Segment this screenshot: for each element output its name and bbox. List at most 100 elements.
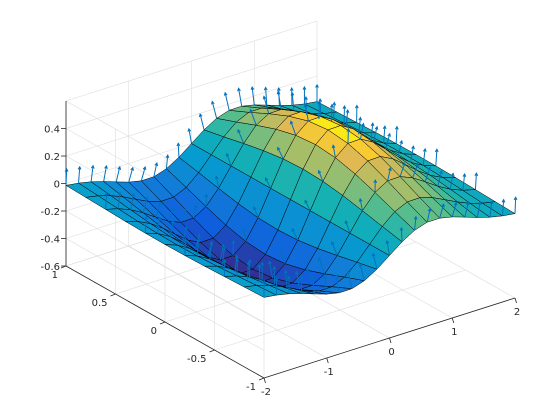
normal-shaft xyxy=(489,201,493,218)
normal-arrow-6-2 xyxy=(295,270,301,290)
normal-shaft xyxy=(130,193,135,210)
normal-arrow-8-0 xyxy=(358,262,365,281)
x-tick-label-1: -1 xyxy=(324,367,334,378)
normal-head xyxy=(262,279,266,284)
normal-head xyxy=(306,266,310,271)
normal-shaft xyxy=(476,201,481,218)
normal-shaft xyxy=(226,153,232,167)
normal-arrow-11-8 xyxy=(237,128,245,144)
normal-arrow-9-10 xyxy=(176,142,181,158)
normal-head xyxy=(165,154,170,159)
normal-head xyxy=(370,122,375,127)
normal-arrow-18-4 xyxy=(410,145,415,163)
normal-head xyxy=(144,196,149,201)
surface-patch-19-0 xyxy=(482,201,516,217)
normal-arrow-13-4 xyxy=(346,127,351,144)
normal-arrow-4-4 xyxy=(234,254,239,273)
y-tick-mark-1 xyxy=(209,349,215,353)
normal-shaft xyxy=(258,264,261,283)
normal-arrow-5-4 xyxy=(246,261,251,280)
normal-head xyxy=(317,169,322,174)
normal-head xyxy=(304,96,308,100)
normal-shaft xyxy=(167,207,175,222)
normal-arrow-17-2 xyxy=(437,169,443,187)
normal-arrow-18-10 xyxy=(289,86,294,106)
normal-shaft xyxy=(386,240,390,256)
normal-head xyxy=(157,216,162,221)
floor-grid-y-1 xyxy=(214,269,466,351)
normal-shaft xyxy=(224,92,230,111)
surface xyxy=(65,101,516,298)
normal-shaft xyxy=(169,220,174,237)
back-wall-grid-z-5 xyxy=(65,48,318,129)
normal-head xyxy=(344,219,349,224)
normal-head xyxy=(289,86,294,91)
normal-shaft xyxy=(234,255,238,273)
normal-shaft xyxy=(372,253,378,270)
normal-shaft xyxy=(215,176,220,189)
normal-head xyxy=(342,105,347,109)
normal-arrow-7-6 xyxy=(231,240,236,256)
normal-head xyxy=(388,166,392,172)
normal-head xyxy=(422,147,427,152)
normal-arrow-8-10 xyxy=(165,154,170,169)
normal-arrow-20-4 xyxy=(434,148,439,166)
normal-arrow-8-4 xyxy=(279,248,286,264)
normal-shaft xyxy=(253,206,259,218)
normal-shaft xyxy=(188,128,192,144)
normal-head xyxy=(382,125,387,130)
normal-arrow-9-4 xyxy=(291,227,299,241)
normal-arrow-4-2 xyxy=(272,265,277,285)
normal-arrow-19-0 xyxy=(501,198,506,216)
normal-head xyxy=(170,206,175,211)
z-tick-label-2: -0.2 xyxy=(40,207,60,218)
normal-head xyxy=(246,261,251,266)
normal-shaft xyxy=(306,267,313,286)
normal-head xyxy=(427,207,432,212)
normal-shaft xyxy=(295,271,301,290)
normal-arrow-1-10 xyxy=(77,165,82,184)
normal-shaft xyxy=(462,174,466,191)
normal-head xyxy=(209,240,214,245)
normal-shaft xyxy=(128,167,134,183)
normal-head xyxy=(222,247,226,252)
normal-head xyxy=(104,191,109,196)
y-tick-mark-0 xyxy=(258,377,265,381)
normal-arrow-7-8 xyxy=(192,204,198,219)
normal-head xyxy=(104,164,108,169)
normal-head xyxy=(263,86,268,91)
normal-head xyxy=(373,179,378,184)
normal-head xyxy=(441,203,445,208)
normal-arrow-7-4 xyxy=(268,260,274,279)
normal-shaft xyxy=(399,162,406,177)
back-wall-grid-z-6 xyxy=(65,20,318,102)
normal-head xyxy=(287,275,291,280)
normal-head xyxy=(371,252,376,257)
normal-arrow-15-4 xyxy=(372,125,379,143)
normal-shaft xyxy=(237,129,245,144)
normal-head xyxy=(302,85,307,90)
normal-shaft xyxy=(335,274,340,293)
normal-shaft xyxy=(238,88,243,107)
normal-head xyxy=(291,227,295,232)
normal-arrow-13-10 xyxy=(223,91,230,111)
normal-head xyxy=(315,83,319,88)
normal-arrow-1-0 xyxy=(274,277,279,296)
normal-arrow-9-6 xyxy=(253,206,259,218)
normal-arrow-19-6 xyxy=(382,125,387,144)
normal-arrow-19-8 xyxy=(342,105,347,124)
normal-head xyxy=(374,125,379,130)
y-tick-label-0: -1 xyxy=(246,382,256,393)
normal-shaft xyxy=(115,166,121,182)
normal-head xyxy=(394,125,399,130)
normal-arrow-12-8 xyxy=(249,108,257,126)
normal-arrow-19-4 xyxy=(422,147,427,166)
normal-head xyxy=(318,257,322,262)
normal-head xyxy=(176,142,181,147)
normal-arrow-0-6 xyxy=(144,215,149,234)
normal-shaft xyxy=(251,86,255,105)
normal-head xyxy=(131,192,135,197)
normal-arrow-10-10 xyxy=(187,127,192,144)
normal-shaft xyxy=(165,155,169,169)
normal-arrow-16-8 xyxy=(304,96,308,115)
